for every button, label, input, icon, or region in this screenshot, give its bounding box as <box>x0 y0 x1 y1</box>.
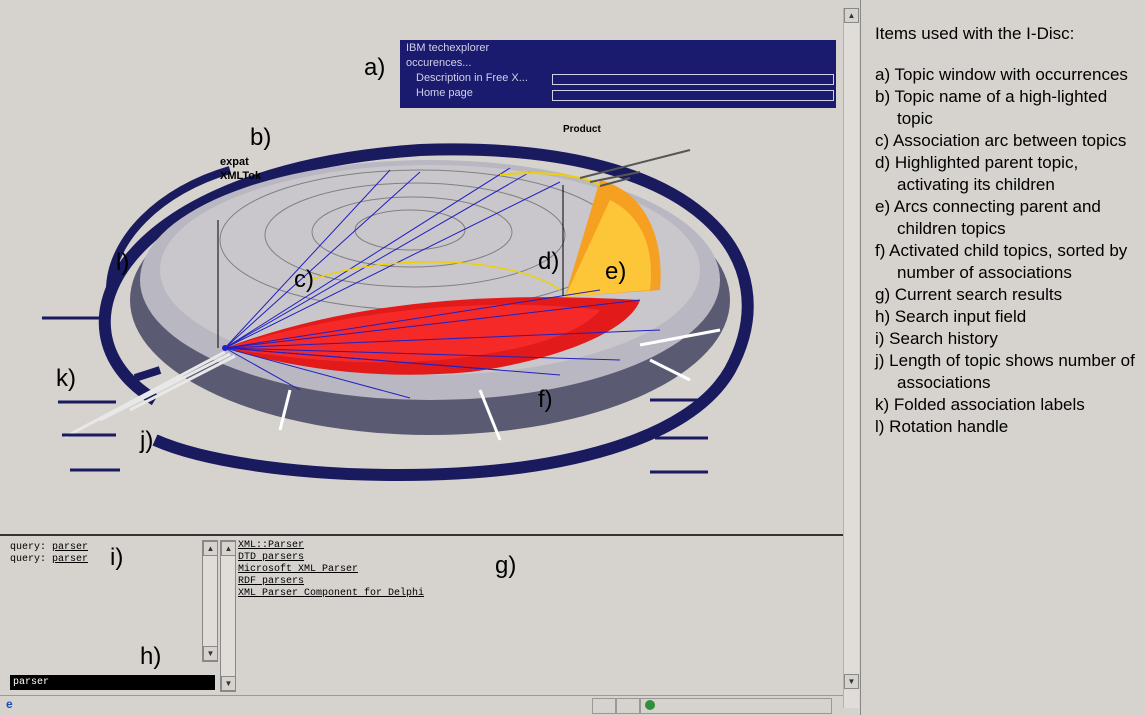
label-b: b) <box>250 124 272 151</box>
scroll-up-icon[interactable]: ▲ <box>221 541 236 556</box>
label-c: c) <box>294 266 314 293</box>
legend-item: a) Topic window with occurrences <box>875 65 1128 84</box>
inner-ring-2 <box>264 182 566 288</box>
label-i: i) <box>110 544 124 571</box>
history-scrollbar[interactable]: ▲ ▼ <box>202 540 218 662</box>
yellow-arc <box>309 261 561 291</box>
disc-outer-ring[interactable] <box>98 143 754 482</box>
legend-item: e) Arcs connecting parent and children t… <box>875 197 1101 238</box>
label-a: a) <box>364 54 386 81</box>
legend-item: d) Highlighted parent topic, activating … <box>875 153 1079 194</box>
scroll-down-icon[interactable]: ▼ <box>203 646 218 661</box>
results-scrollbar[interactable]: ▲ ▼ <box>220 540 236 692</box>
topic-label-xmltok[interactable]: XMLTok <box>220 170 262 182</box>
bottom-panel: query: parser query: parser i) h) ▲ ▼ ▲ … <box>0 534 843 696</box>
search-result-item[interactable]: XML Parser Component for Delphi <box>238 588 425 599</box>
status-bar: e <box>0 695 843 714</box>
idisc-visualization[interactable] <box>0 0 843 532</box>
legend-item: c) Association arc between topics <box>875 131 1127 150</box>
child-arc-fan-highlight <box>225 304 600 363</box>
label-g: g) <box>495 552 517 579</box>
topic-window-title[interactable]: IBM techexplorer <box>406 42 490 54</box>
topic-spikes <box>579 149 691 187</box>
topic-window[interactable]: IBM techexplorer occurences... Descripti… <box>400 40 836 108</box>
label-j: j) <box>140 427 154 454</box>
legend-item: j) Length of topic shows number of assoc… <box>875 351 1135 392</box>
inner-ring-3 <box>311 196 513 268</box>
legend-item: b) Topic name of a high-lighted topic <box>875 87 1108 128</box>
topic-window-description[interactable]: Description in Free X... <box>416 72 528 84</box>
hub-topic-node[interactable] <box>222 345 228 351</box>
ie-icon: e <box>6 697 13 711</box>
scroll-up-icon[interactable]: ▲ <box>203 541 218 556</box>
label-l: l) <box>116 249 130 276</box>
status-cell <box>616 698 640 714</box>
scroll-down-icon[interactable]: ▼ <box>221 676 236 691</box>
history-item[interactable]: query: parser <box>10 554 89 565</box>
globe-icon <box>645 700 655 710</box>
child-topic-bars <box>278 328 721 441</box>
history-item[interactable]: query: parser <box>10 542 89 553</box>
label-e: e) <box>605 258 627 285</box>
topic-window-occurrences[interactable]: occurences... <box>406 57 472 69</box>
label-h: h) <box>140 643 162 670</box>
legend-item: k) Folded association labels <box>875 395 1085 414</box>
status-zone-cell <box>640 698 832 714</box>
status-cell <box>592 698 616 714</box>
legend-item: g) Current search results <box>875 285 1063 304</box>
legend-panel: Items used with the I-Disc: a) Topic win… <box>875 24 1145 438</box>
parent-arc-fan <box>565 200 651 297</box>
idisc-application: IBM techexplorer occurences... Descripti… <box>0 0 861 715</box>
topic-window-homepage[interactable]: Home page <box>416 87 473 99</box>
label-k: k) <box>56 365 76 392</box>
main-scrollbar[interactable]: ▲ ▼ <box>843 8 859 708</box>
search-results-list: XML::Parser DTD parsers Microsoft XML Pa… <box>238 540 638 600</box>
legend-item: i) Search history <box>875 329 998 348</box>
search-result-item[interactable]: DTD parsers <box>238 552 305 563</box>
legend-item: f) Activated child topics, sorted by num… <box>875 241 1128 282</box>
search-input[interactable]: parser <box>10 675 215 690</box>
label-d: d) <box>538 248 560 275</box>
search-result-item[interactable]: RDF parsers <box>238 576 305 587</box>
legend-item: l) Rotation handle <box>875 417 1009 436</box>
idisc-canvas[interactable]: IBM techexplorer occurences... Descripti… <box>0 0 843 532</box>
scroll-up-icon[interactable]: ▲ <box>844 8 859 23</box>
topic-length-bars[interactable] <box>64 350 236 439</box>
homepage-field[interactable] <box>552 90 834 101</box>
legend-item: h) Search input field <box>875 307 1027 326</box>
folded-label-marker <box>133 366 162 382</box>
legend-title: Items used with the I-Disc: <box>875 24 1075 43</box>
search-result-item[interactable]: XML::Parser <box>238 540 305 551</box>
topic-label-product[interactable]: Product <box>563 124 601 135</box>
description-field[interactable] <box>552 74 834 85</box>
association-arcs <box>224 167 661 399</box>
topic-label-expat[interactable]: expat <box>220 156 249 168</box>
rotation-handle[interactable] <box>106 166 232 291</box>
search-result-item[interactable]: Microsoft XML Parser <box>238 564 359 575</box>
folded-association-labels[interactable] <box>42 316 708 474</box>
scroll-down-icon[interactable]: ▼ <box>844 674 859 689</box>
label-f: f) <box>538 386 553 413</box>
